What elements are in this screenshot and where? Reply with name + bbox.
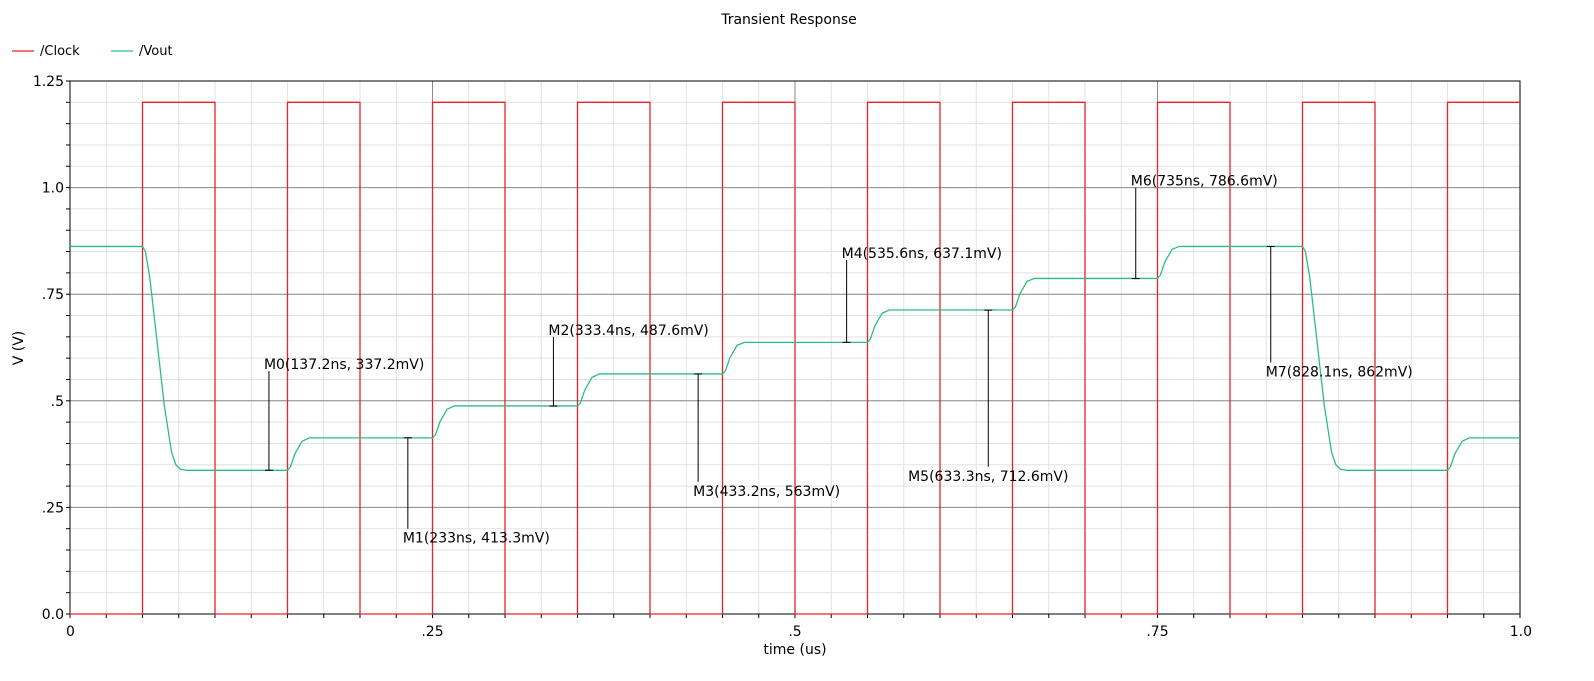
y-tick-label: 1.25 <box>33 74 64 90</box>
legend: /Clock/Vout <box>12 44 173 59</box>
y-tick-label: .25 <box>42 500 64 516</box>
series-line-clock <box>70 101 1520 615</box>
y-tick-label: .5 <box>51 394 64 410</box>
y-tick-label: 1.0 <box>42 181 64 197</box>
y-axis-title: V (V) <box>11 331 27 366</box>
marker-m6: M6(735ns, 786.6mV) <box>1131 174 1278 280</box>
marker-label: M2(333.4ns, 487.6mV) <box>548 323 708 339</box>
marker-label: M5(633.3ns, 712.6mV) <box>908 469 1068 485</box>
x-axis-title: time (us) <box>763 642 826 658</box>
marker-label: M4(535.6ns, 637.1mV) <box>842 246 1002 262</box>
legend-label: /Vout <box>139 44 173 59</box>
marker-label: M1(233ns, 413.3mV) <box>403 531 550 547</box>
y-tick-label: 0.0 <box>42 607 64 623</box>
x-tick-label: .5 <box>788 624 801 640</box>
marker-m2: M2(333.4ns, 487.6mV) <box>548 323 709 407</box>
marker-label: M3(433.2ns, 563mV) <box>693 484 840 500</box>
marker-layer: M0(137.2ns, 337.2mV) M1(233ns, 413.3mV) M2… <box>264 174 1413 547</box>
x-tick-label: .75 <box>1146 624 1168 640</box>
marker-label: M0(137.2ns, 337.2mV) <box>264 357 424 373</box>
marker-m1: M1(233ns, 413.3mV) <box>403 437 550 547</box>
marker-label: M7(828.1ns, 862mV) <box>1266 364 1413 380</box>
marker-m0: M0(137.2ns, 337.2mV) <box>264 357 424 471</box>
chart-title: Transient Response <box>720 12 857 28</box>
y-tick-label: .75 <box>42 287 64 303</box>
axis-ticks: 0 .25 .5 .75 1.0 0.0 .25 .5 .75 1.0 1.25 <box>33 74 1532 640</box>
marker-m5: M5(633.3ns, 712.6mV) <box>908 309 1068 485</box>
marker-label: M6(735ns, 786.6mV) <box>1131 174 1278 190</box>
legend-label: /Clock <box>40 44 80 59</box>
x-tick-label: .25 <box>421 624 443 640</box>
marker-m3: M3(433.2ns, 563mV) <box>693 373 840 500</box>
marker-m7: M7(828.1ns, 862mV) <box>1266 245 1413 380</box>
marker-m4: M4(535.6ns, 637.1mV) <box>842 246 1002 343</box>
x-tick-label: 1.0 <box>1510 624 1532 640</box>
x-tick-label: 0 <box>66 624 75 640</box>
